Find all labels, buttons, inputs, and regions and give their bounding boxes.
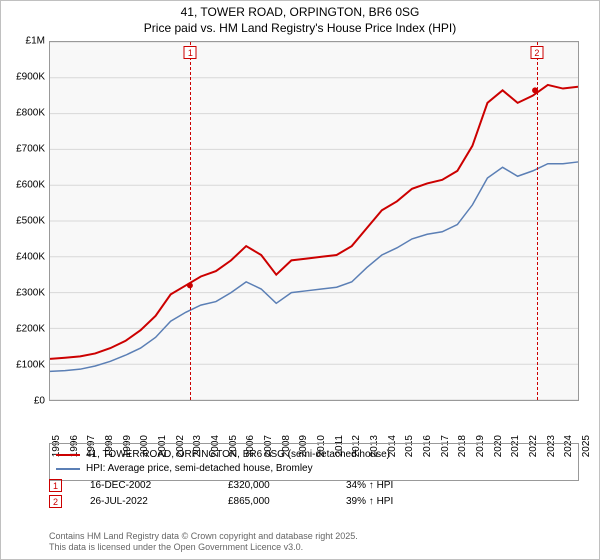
x-axis-labels: 1995199619971998199920002001200220032004… — [49, 405, 579, 439]
marker-delta: 39% ↑ HPI — [346, 496, 393, 507]
marker-row: 1 16-DEC-2002 £320,000 34% ↑ HPI — [49, 479, 579, 492]
y-tick-label: £100K — [5, 360, 45, 371]
y-tick-label: £1M — [5, 36, 45, 47]
legend-swatch — [56, 454, 80, 456]
chart-plot-area: 12 — [49, 41, 579, 401]
marker-delta: 34% ↑ HPI — [346, 480, 393, 491]
credit-line: Contains HM Land Registry data © Crown c… — [49, 531, 358, 542]
chart-legend: 41, TOWER ROAD, ORPINGTON, BR6 0SG (semi… — [49, 443, 579, 481]
marker-table: 1 16-DEC-2002 £320,000 34% ↑ HPI 2 26-JUL-202… — [49, 479, 579, 511]
y-tick-label: £700K — [5, 144, 45, 155]
marker-row: 2 26-JUL-2022 £865,000 39% ↑ HPI — [49, 495, 579, 508]
marker-price: £865,000 — [228, 496, 318, 507]
marker-price: £320,000 — [228, 480, 318, 491]
legend-row: 41, TOWER ROAD, ORPINGTON, BR6 0SG (semi… — [56, 448, 572, 462]
marker-date: 26-JUL-2022 — [90, 496, 200, 507]
sale-marker-badge: 2 — [530, 46, 543, 59]
credit-text: Contains HM Land Registry data © Crown c… — [49, 531, 358, 553]
y-tick-label: £900K — [5, 72, 45, 83]
legend-label: HPI: Average price, semi-detached house,… — [86, 462, 313, 476]
legend-swatch — [56, 468, 80, 470]
marker-date: 16-DEC-2002 — [90, 480, 200, 491]
y-tick-label: £500K — [5, 216, 45, 227]
y-tick-label: £0 — [5, 396, 45, 407]
marker-id-box: 2 — [49, 495, 62, 508]
sale-marker-badge: 1 — [184, 46, 197, 59]
legend-label: 41, TOWER ROAD, ORPINGTON, BR6 0SG (semi… — [86, 448, 390, 462]
page-title: 41, TOWER ROAD, ORPINGTON, BR6 0SG — [1, 1, 599, 21]
sale-marker-line — [537, 42, 538, 400]
y-tick-label: £200K — [5, 324, 45, 335]
y-tick-label: £300K — [5, 288, 45, 299]
y-tick-label: £400K — [5, 252, 45, 263]
line-chart-svg — [50, 42, 578, 400]
x-tick-label: 2025 — [581, 435, 592, 457]
y-tick-label: £800K — [5, 108, 45, 119]
legend-row: HPI: Average price, semi-detached house,… — [56, 462, 572, 476]
sale-marker-line — [190, 42, 191, 400]
y-tick-label: £600K — [5, 180, 45, 191]
y-axis-labels: £0£100K£200K£300K£400K£500K£600K£700K£80… — [5, 41, 47, 401]
credit-line: This data is licensed under the Open Gov… — [49, 542, 358, 553]
marker-id-box: 1 — [49, 479, 62, 492]
page-subtitle: Price paid vs. HM Land Registry's House … — [1, 21, 599, 37]
